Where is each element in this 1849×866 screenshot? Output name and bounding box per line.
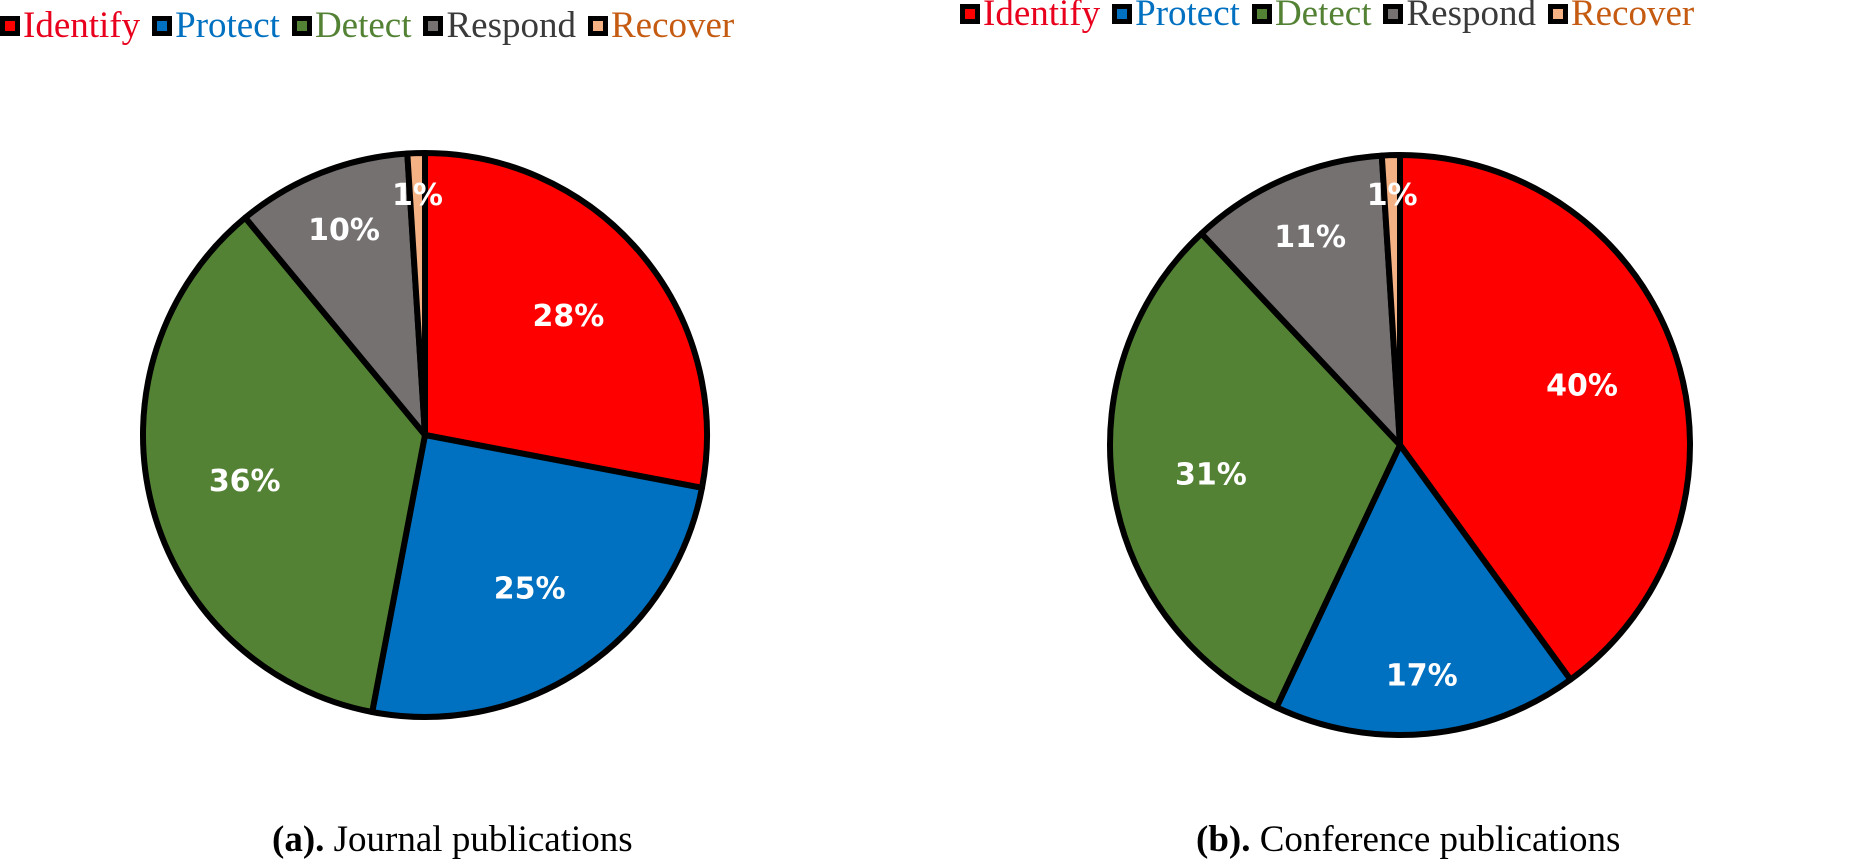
pie-slice-journal-respond: [242, 150, 428, 438]
pie-slice-journal-identify: [422, 150, 710, 491]
legend-item-protect: Protect: [1112, 0, 1240, 35]
legend-item-respond: Respond: [1383, 0, 1536, 35]
legend-swatch-identify: [0, 15, 20, 36]
pie-slice-conference-protect: [1273, 442, 1574, 739]
legend-label-identify: Identify: [23, 5, 141, 46]
legend-swatch-respond: [423, 15, 444, 36]
caption-conference-text: Conference publications: [1250, 819, 1621, 860]
caption-journal-prefix: (a).: [272, 819, 325, 860]
pie-label-journal-recover: 1%: [392, 178, 443, 213]
legend-item-identify: Identify: [960, 0, 1100, 35]
legend-item-detect: Detect: [1251, 0, 1372, 35]
pie-label-conference-respond: 11%: [1274, 220, 1346, 255]
legend-journal: Identify Protect Detect Respond Recover: [0, 4, 746, 47]
pie-slice-conference-respond: [1198, 152, 1403, 448]
pie-label-journal-respond: 10%: [308, 213, 380, 248]
legend-item-detect: Detect: [291, 4, 412, 47]
pie-chart-journal: 28% 25% 36% 10% 1%: [140, 150, 710, 720]
legend-label-recover: Recover: [1570, 0, 1695, 34]
pie-label-journal-identify: 28%: [533, 299, 605, 334]
legend-swatch-detect: [291, 15, 312, 36]
pie-slice-conference-recover: [1378, 152, 1403, 448]
legend-item-recover: Recover: [587, 4, 735, 47]
legend-label-protect: Protect: [175, 5, 280, 46]
legend-swatch-protect: [1112, 3, 1133, 24]
legend-item-recover: Recover: [1547, 0, 1695, 35]
caption-journal-text: Journal publications: [324, 819, 633, 860]
pie-chart-conference: 40% 17% 31% 11% 1%: [1107, 152, 1693, 739]
legend-label-respond: Respond: [446, 5, 576, 46]
caption-journal: (a). Journal publications: [272, 818, 633, 861]
caption-conference-prefix: (b).: [1196, 819, 1251, 860]
pie-slice-journal-protect: [369, 432, 706, 720]
legend-item-identify: Identify: [0, 4, 140, 47]
pie-label-journal-protect: 25%: [494, 571, 566, 606]
legend-swatch-recover: [1547, 3, 1568, 24]
caption-conference: (b). Conference publications: [1196, 818, 1620, 861]
legend-item-protect: Protect: [152, 4, 280, 47]
pie-slice-journal-detect: [140, 214, 428, 716]
legend-swatch-protect: [152, 15, 173, 36]
legend-label-identify: Identify: [983, 0, 1101, 34]
legend-label-recover: Recover: [610, 5, 735, 46]
legend-swatch-detect: [1251, 3, 1272, 24]
pie-slice-conference-detect: [1107, 230, 1403, 711]
legend-label-detect: Detect: [1274, 0, 1372, 34]
legend-swatch-recover: [587, 15, 608, 36]
legend-swatch-respond: [1383, 3, 1404, 24]
legend-item-respond: Respond: [423, 4, 576, 47]
pie-label-journal-detect: 36%: [209, 464, 281, 499]
legend-label-protect: Protect: [1135, 0, 1240, 34]
legend-conference: Identify Protect Detect Respond Recover: [960, 0, 1706, 35]
pie-label-conference-protect: 17%: [1386, 658, 1458, 693]
pie-label-conference-identify: 40%: [1546, 368, 1618, 403]
legend-label-detect: Detect: [314, 5, 412, 46]
pie-label-conference-detect: 31%: [1175, 457, 1247, 492]
pie-slice-conference-identify: [1397, 152, 1693, 683]
pie-label-conference-recover: 1%: [1367, 178, 1418, 213]
pie-slice-journal-recover: [404, 150, 428, 438]
legend-swatch-identify: [960, 3, 980, 24]
legend-label-respond: Respond: [1406, 0, 1536, 34]
